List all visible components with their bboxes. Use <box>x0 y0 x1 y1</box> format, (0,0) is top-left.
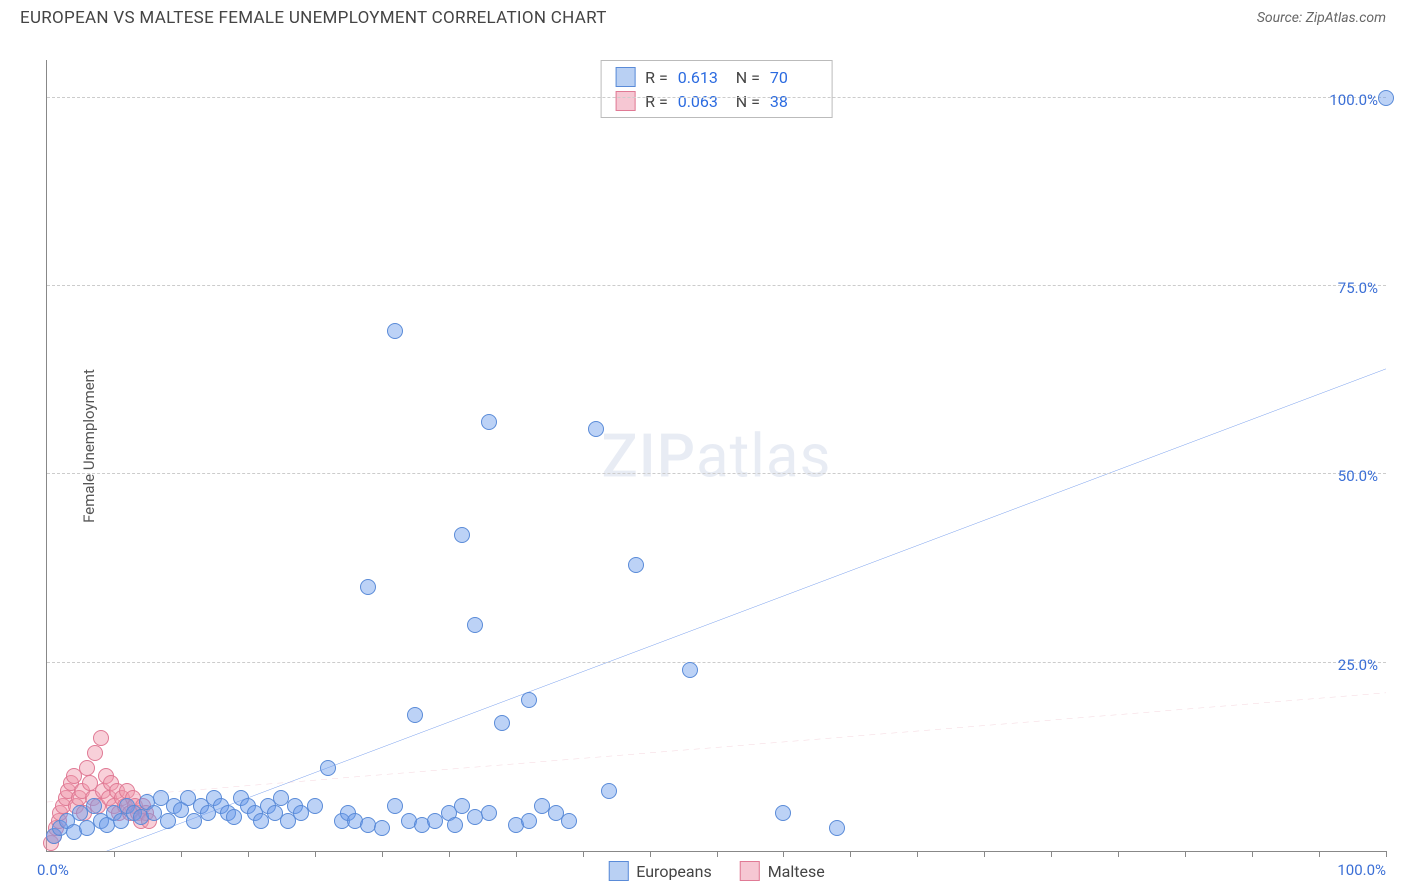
x-tick <box>917 851 918 857</box>
x-tick <box>650 851 651 857</box>
stats-n-label: N = <box>736 68 760 87</box>
x-tick <box>1252 851 1253 857</box>
x-tick <box>449 851 450 857</box>
scatter-point <box>494 715 510 731</box>
scatter-point <box>447 817 463 833</box>
scatter-point <box>86 798 102 814</box>
x-tick <box>181 851 182 857</box>
chart-container: ZIPatlas R = 0.613 N = 70 R = 0.063 N = … <box>46 60 1386 852</box>
x-tick <box>1185 851 1186 857</box>
scatter-point <box>374 820 390 836</box>
scatter-point <box>561 813 577 829</box>
source-prefix: Source: <box>1257 10 1306 26</box>
x-origin-label: 0.0% <box>37 861 69 879</box>
chart-header: EUROPEAN VS MALTESE FEMALE UNEMPLOYMENT … <box>0 0 1406 28</box>
legend-swatch-europeans <box>608 861 628 881</box>
stats-r-label: R = <box>645 92 668 111</box>
scatter-point <box>93 730 109 746</box>
x-tick <box>717 851 718 857</box>
x-tick <box>783 851 784 857</box>
legend-label-maltese: Maltese <box>768 862 825 881</box>
scatter-point <box>1378 90 1394 106</box>
scatter-point <box>87 745 103 761</box>
stats-r-label: R = <box>645 68 668 87</box>
x-tick <box>850 851 851 857</box>
chart-title: EUROPEAN VS MALTESE FEMALE UNEMPLOYMENT … <box>20 8 607 28</box>
stats-r-value-maltese: 0.063 <box>678 92 726 111</box>
stats-r-value-europeans: 0.613 <box>678 68 726 87</box>
stats-n-label: N = <box>736 92 760 111</box>
chart-source: Source: ZipAtlas.com <box>1257 10 1386 26</box>
scatter-point <box>360 579 376 595</box>
x-tick <box>516 851 517 857</box>
y-tick-label: 25.0% <box>1338 656 1378 674</box>
scatter-point <box>407 707 423 723</box>
x-tick <box>1051 851 1052 857</box>
gridline <box>47 285 1386 286</box>
scatter-point <box>829 820 845 836</box>
stats-swatch-europeans <box>615 67 635 87</box>
scatter-point <box>79 760 95 776</box>
y-tick-label: 75.0% <box>1338 279 1378 297</box>
regression-line <box>47 369 1386 851</box>
regression-lines-svg <box>47 60 1386 851</box>
scatter-point <box>160 813 176 829</box>
stats-n-value-maltese: 38 <box>770 92 818 111</box>
scatter-point <box>628 557 644 573</box>
scatter-point <box>387 323 403 339</box>
stats-swatch-maltese <box>615 91 635 111</box>
watermark: ZIPatlas <box>602 420 832 491</box>
scatter-point <box>226 809 242 825</box>
gridline <box>47 97 1386 98</box>
x-tick <box>1319 851 1320 857</box>
watermark-light: atlas <box>696 420 831 491</box>
gridline <box>47 473 1386 474</box>
source-link[interactable]: ZipAtlas.com <box>1306 10 1386 26</box>
scatter-point <box>467 617 483 633</box>
x-max-label: 100.0% <box>1337 861 1386 879</box>
scatter-point <box>682 662 698 678</box>
scatter-point <box>775 805 791 821</box>
scatter-point <box>601 783 617 799</box>
legend-swatch-maltese <box>740 861 760 881</box>
stats-n-value-europeans: 70 <box>770 68 818 87</box>
y-tick-label: 50.0% <box>1338 467 1378 485</box>
x-tick <box>248 851 249 857</box>
stats-row-europeans: R = 0.613 N = 70 <box>601 65 832 89</box>
scatter-point <box>320 760 336 776</box>
stats-legend: R = 0.613 N = 70 R = 0.063 N = 38 <box>600 60 833 118</box>
x-tick <box>984 851 985 857</box>
scatter-point <box>521 692 537 708</box>
scatter-point <box>481 805 497 821</box>
legend-item-europeans: Europeans <box>608 861 711 881</box>
gridline <box>47 662 1386 663</box>
x-tick <box>583 851 584 857</box>
legend-item-maltese: Maltese <box>740 861 825 881</box>
watermark-bold: ZIP <box>602 420 696 491</box>
plot-area: ZIPatlas R = 0.613 N = 70 R = 0.063 N = … <box>46 60 1386 852</box>
x-tick <box>315 851 316 857</box>
legend-label-europeans: Europeans <box>636 862 711 881</box>
x-tick <box>114 851 115 857</box>
scatter-point <box>454 527 470 543</box>
scatter-point <box>481 414 497 430</box>
x-tick <box>382 851 383 857</box>
scatter-point <box>387 798 403 814</box>
regression-line <box>47 693 1386 802</box>
x-tick <box>1386 851 1387 857</box>
scatter-point <box>588 421 604 437</box>
stats-row-maltese: R = 0.063 N = 38 <box>601 89 832 113</box>
scatter-point <box>307 798 323 814</box>
bottom-legend: Europeans Maltese <box>608 861 824 881</box>
y-tick-label: 100.0% <box>1329 91 1378 109</box>
x-tick <box>1118 851 1119 857</box>
scatter-point <box>521 813 537 829</box>
scatter-point <box>454 798 470 814</box>
